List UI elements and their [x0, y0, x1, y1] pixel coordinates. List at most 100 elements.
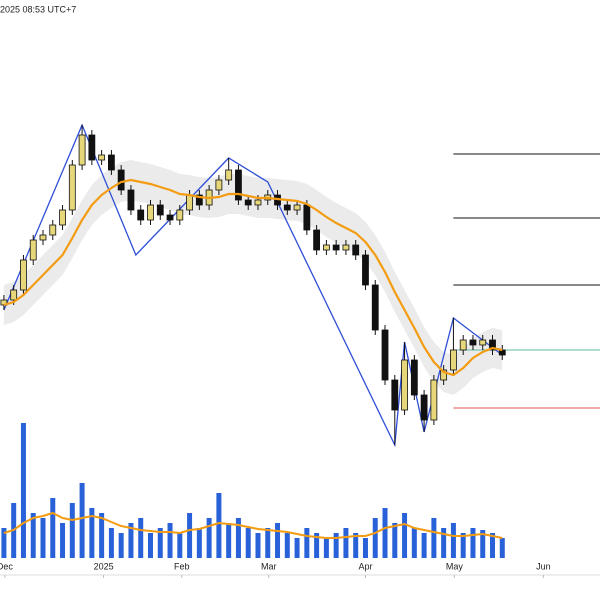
- candle-body: [117, 169, 125, 191]
- candle-body: [108, 154, 115, 171]
- volume-bar: [235, 518, 241, 558]
- candle-body: [401, 359, 408, 411]
- volume-bar: [216, 493, 222, 558]
- candle-body: [342, 244, 350, 251]
- volume-bar: [323, 538, 329, 558]
- candle-body: [303, 204, 311, 231]
- volume-bar: [362, 538, 368, 558]
- candle-body: [225, 169, 233, 181]
- volume-bar: [187, 513, 193, 558]
- volume-bar: [79, 483, 85, 558]
- candle-body: [254, 199, 262, 206]
- volume-bar: [60, 523, 66, 558]
- volume-bar: [294, 538, 300, 558]
- volume-bar: [431, 518, 437, 558]
- candle-body: [430, 379, 438, 421]
- candle-body: [137, 209, 145, 221]
- volume-bar: [1, 528, 7, 558]
- candle-body: [0, 299, 8, 306]
- volume-bar: [69, 503, 75, 558]
- candle-body: [498, 349, 506, 356]
- candle-body: [391, 379, 399, 411]
- volume-bar: [382, 508, 388, 558]
- candle-body: [371, 284, 379, 331]
- candle-body: [450, 349, 457, 371]
- volume-bar: [372, 518, 378, 558]
- x-tick-label: 2025: [94, 561, 114, 571]
- candle-body: [362, 254, 369, 286]
- candle-body: [176, 209, 184, 221]
- candle-body: [156, 204, 164, 216]
- candle-body: [410, 359, 418, 396]
- candle-body: [235, 169, 242, 201]
- candle-body: [147, 204, 154, 221]
- x-tick-label: May: [446, 561, 464, 571]
- candle-body: [489, 339, 496, 351]
- volume-bar: [108, 528, 114, 558]
- candle-body: [88, 134, 96, 161]
- candle-body: [29, 239, 37, 261]
- volume-bar: [167, 523, 173, 558]
- volume-bar: [255, 533, 261, 558]
- candle-body: [20, 259, 27, 291]
- volume-bar: [490, 533, 496, 558]
- volume-bar: [40, 518, 46, 558]
- volume-ma: [3, 511, 503, 539]
- x-tick-label: Dec: [0, 561, 13, 571]
- candle-body: [127, 189, 135, 211]
- candle-body: [78, 134, 86, 166]
- volume-bar: [147, 533, 153, 558]
- volume-bar: [196, 528, 202, 558]
- volume-bar: [480, 530, 486, 558]
- candle-body: [186, 194, 193, 211]
- candle-body: [98, 154, 106, 161]
- x-tick-label: Mar: [261, 561, 277, 571]
- volume-bar: [333, 533, 339, 558]
- volume-bar: [245, 528, 251, 558]
- volume-bar: [206, 518, 212, 558]
- band: [3, 160, 503, 395]
- volume-bar: [226, 523, 232, 558]
- chart-title: 2025 08:53 UTC+7: [0, 4, 76, 14]
- candle-body: [332, 244, 340, 251]
- volume-bar: [128, 523, 134, 558]
- candle-body: [59, 209, 66, 226]
- volume-bar: [353, 533, 359, 558]
- candle-body: [440, 369, 448, 381]
- volume-bar: [314, 533, 320, 558]
- volume-bar: [177, 533, 183, 558]
- volume-bar: [99, 513, 105, 558]
- candle-body: [215, 179, 223, 191]
- candle-body: [10, 289, 18, 301]
- candle-body: [244, 199, 252, 206]
- x-tick-label: Jun: [536, 561, 551, 571]
- candle-body: [49, 224, 57, 236]
- volume-bar: [118, 533, 124, 558]
- volume-bar: [275, 523, 281, 558]
- candle-body: [459, 339, 467, 351]
- volume-bar: [450, 523, 456, 558]
- candle-body: [195, 194, 203, 206]
- candle-body: [293, 204, 301, 211]
- candle-body: [322, 244, 330, 251]
- volume-bar: [50, 498, 56, 558]
- x-tick-label: Feb: [174, 561, 190, 571]
- volume-bar: [470, 528, 476, 558]
- volume-bar: [89, 508, 95, 558]
- zigzag: [3, 123, 503, 448]
- x-tick-label: Apr: [358, 561, 372, 571]
- moving-average: [3, 178, 503, 377]
- volume-bar: [304, 528, 310, 558]
- candle-body: [283, 204, 291, 211]
- volume-bar: [343, 528, 349, 558]
- volume-bar: [30, 513, 36, 558]
- volume-bar: [411, 528, 417, 558]
- candle-body: [381, 329, 389, 381]
- candle-body: [352, 244, 360, 256]
- volume-bar: [441, 528, 447, 558]
- candle-body: [68, 164, 76, 211]
- volume-bar: [402, 513, 408, 558]
- volume-bar: [392, 523, 398, 558]
